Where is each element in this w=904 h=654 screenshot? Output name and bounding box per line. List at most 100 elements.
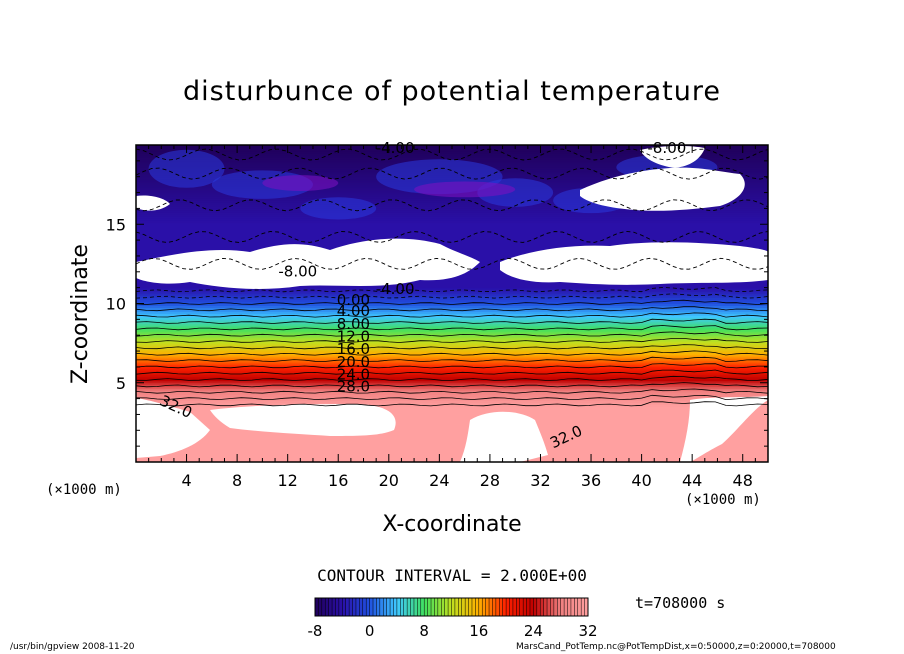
field-band	[136, 197, 768, 201]
field-band	[136, 390, 768, 394]
field-band	[136, 384, 768, 388]
field-band	[136, 225, 768, 229]
field-band	[136, 415, 768, 419]
field-band	[136, 356, 768, 360]
x-tick-label: 32	[530, 471, 550, 490]
contour-label: -4.00	[376, 280, 415, 298]
field-band	[136, 293, 768, 297]
field-band	[136, 392, 768, 396]
field-band	[136, 299, 768, 303]
field-band	[136, 372, 768, 376]
field-band	[136, 150, 768, 154]
field-band	[136, 277, 768, 281]
contour-line	[136, 344, 768, 350]
field-band	[136, 199, 768, 203]
contour-label: 12.0	[337, 328, 370, 346]
field-band	[136, 201, 768, 205]
undefined-region	[136, 398, 210, 458]
colorbar-segment	[338, 598, 343, 616]
undefined-region	[460, 411, 548, 462]
x-unit-label-left: (×1000 m)	[46, 482, 122, 498]
colorbar-segment	[441, 598, 446, 616]
field-band	[136, 306, 768, 310]
field-band	[136, 223, 768, 227]
contour-label: 8.00	[337, 315, 370, 333]
contour-line	[136, 350, 768, 356]
contour-line	[136, 318, 768, 324]
colorbar-segment	[543, 598, 548, 616]
colorbar-segment	[478, 598, 483, 616]
colorbar-segment	[407, 598, 412, 616]
field-band	[136, 328, 768, 332]
colorbar-segment	[431, 598, 435, 616]
field-band	[136, 243, 768, 247]
field-band	[136, 419, 768, 423]
field-band	[136, 324, 768, 328]
colorbar-segment	[529, 598, 534, 616]
colorbar-segment	[325, 598, 330, 616]
field-band	[136, 221, 768, 225]
contour-label: 24.0	[337, 366, 370, 384]
colorbar-segment	[560, 598, 565, 616]
field-band	[136, 378, 768, 382]
colorbar-segment	[485, 598, 490, 616]
colorbar-segment	[547, 598, 551, 616]
colorbar-segment	[321, 598, 326, 616]
field-band	[136, 447, 768, 451]
field-band	[136, 449, 768, 453]
colorbar-segment	[386, 598, 391, 616]
x-tick-label: 4	[181, 471, 191, 490]
undefined-region	[680, 396, 768, 462]
y-tick-label: 15	[106, 215, 126, 234]
colorbar-segment	[492, 598, 497, 616]
field-band	[136, 235, 768, 239]
colorbar-segment	[352, 598, 357, 616]
field-band	[136, 291, 768, 295]
colorbar-segment	[526, 598, 531, 616]
field-band	[136, 229, 768, 233]
field-band	[136, 283, 768, 287]
colorbar-segment	[458, 598, 463, 616]
colorbar-segment	[448, 598, 452, 616]
colorbar-tick-label: 24	[524, 622, 543, 640]
contour-line	[136, 325, 768, 331]
footer-source: MarsCand_PotTemp.nc@PotTempDist,x=0:5000…	[516, 642, 836, 652]
field-band	[136, 281, 768, 285]
contour-line-negative	[136, 148, 768, 161]
contour-line	[136, 287, 768, 293]
field-band	[136, 287, 768, 291]
field-band	[136, 431, 768, 435]
field-band	[136, 453, 768, 457]
colorbar-segment	[454, 598, 459, 616]
field-band	[136, 154, 768, 158]
field-band	[136, 421, 768, 425]
colorbar-segment	[506, 598, 511, 616]
colorbar-segment	[359, 598, 364, 616]
field-band	[136, 402, 768, 406]
colorbar-segment	[516, 598, 521, 616]
contour-line	[136, 293, 768, 299]
colorbar-segment	[523, 598, 528, 616]
colorbar-segment	[328, 598, 333, 616]
field-band	[136, 215, 768, 219]
colorbar-segment	[584, 598, 589, 616]
x-tick-label: 12	[278, 471, 298, 490]
colorbar-frame	[314, 597, 589, 617]
colorbar-segment	[417, 598, 422, 616]
colorbar-tick-label: 8	[419, 622, 429, 640]
field-band	[136, 320, 768, 324]
x-tick-label: 36	[581, 471, 601, 490]
contour-line	[136, 375, 768, 381]
field-band	[136, 433, 768, 437]
undefined-region	[640, 145, 705, 168]
contour-label: 16.0	[337, 340, 370, 358]
colorbar-segment	[533, 598, 538, 616]
field-band	[136, 348, 768, 352]
plot-frame	[135, 144, 769, 463]
field-band	[136, 423, 768, 427]
colorbar-segment	[489, 598, 493, 616]
field-band	[136, 411, 768, 415]
field-band	[136, 394, 768, 398]
field-band	[136, 374, 768, 378]
